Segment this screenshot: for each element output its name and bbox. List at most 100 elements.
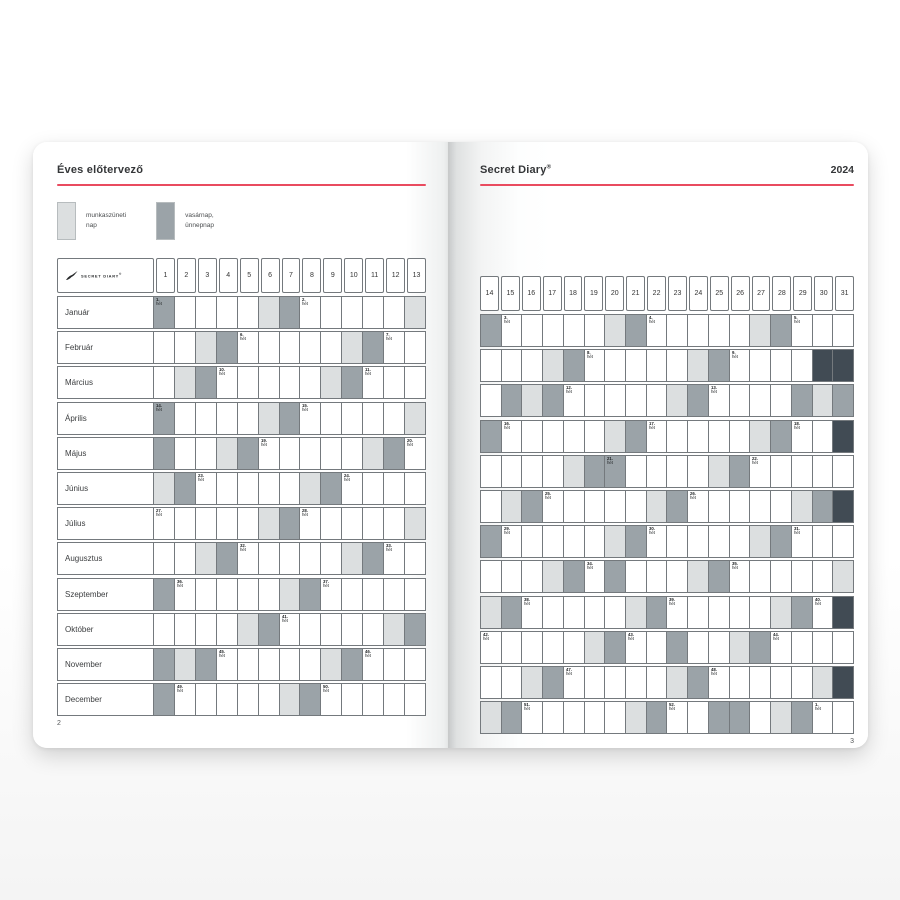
week-suffix: hét [483, 637, 490, 642]
day-cell [278, 401, 301, 435]
day-cell [790, 630, 813, 664]
day-cell [666, 349, 689, 383]
week-label: 31. hét [793, 527, 800, 536]
day-header-22: 22 [647, 276, 667, 311]
week-suffix: hét [648, 320, 655, 325]
day-cell [257, 577, 280, 611]
week-label: 45. hét [218, 649, 225, 659]
day-cell [320, 647, 343, 681]
day-cell [362, 507, 385, 541]
day-cell [749, 665, 772, 699]
day-cell [583, 665, 606, 699]
week-label: 18. hét [793, 421, 800, 431]
day-cell [604, 595, 627, 629]
day-header-31: 31 [835, 276, 855, 311]
page-number-right: 3 [850, 738, 854, 746]
week-suffix: hét [365, 372, 372, 378]
day-cell [811, 419, 834, 453]
day-cell [832, 314, 854, 347]
day-cell [278, 683, 301, 717]
day-cell [404, 683, 426, 717]
week-suffix: hét [156, 302, 163, 307]
month-row-Május: Május 19. hét 20. hét [57, 436, 426, 470]
day-cell [604, 665, 627, 699]
legend-label: munkaszüneti nap [86, 212, 127, 229]
day-cell: 37. hét [320, 577, 343, 611]
day-cell [749, 701, 772, 735]
week-suffix: hét [302, 513, 309, 518]
week-label: 11. hét [365, 368, 372, 378]
month-row-Szeptember: Szeptember 36. hét 37. hét [57, 577, 426, 611]
week-suffix: hét [524, 707, 531, 712]
day-cell [707, 349, 730, 383]
day-cell [687, 560, 709, 594]
day-cell [542, 595, 564, 629]
week-label: 4. hét [648, 316, 655, 325]
day-cell [666, 314, 689, 347]
week-label: 19. hét [260, 438, 267, 448]
logo-cell: SECRET DIARY® [57, 258, 154, 293]
day-cell [770, 454, 792, 488]
day-header-13: 13 [407, 258, 426, 293]
day-cell [770, 525, 792, 559]
day-cell [521, 349, 544, 383]
day-cell: 20. hét [404, 436, 426, 470]
week-label: 34. hét [586, 562, 593, 571]
day-cell [604, 701, 627, 735]
day-cell [832, 419, 854, 453]
day-cell: 19. hét [257, 436, 280, 470]
day-cell: 48. hét [707, 665, 730, 699]
month-row-December: December 49. hét 50. hét [57, 683, 426, 717]
day-cell [707, 454, 730, 488]
day-cell [173, 507, 196, 541]
day-cell [749, 489, 772, 523]
year-planner-table-left: SECRET DIARY® 1 2 3 4 5 6 7 8 9 10 11 12 13 Január 1. hé… [57, 258, 426, 717]
week-label: 14. hét [156, 403, 163, 413]
day-cell [832, 349, 854, 383]
day-cell [770, 560, 792, 594]
day-cell [173, 366, 196, 400]
month-name: Március [57, 366, 154, 400]
day-cell [583, 701, 606, 735]
day-cell [625, 349, 647, 383]
day-cell [790, 489, 813, 523]
day-cell [299, 542, 322, 576]
day-cell [811, 665, 834, 699]
day-cell [645, 560, 668, 594]
day-cell [521, 419, 544, 453]
day-cell [257, 366, 280, 400]
day-cell [341, 366, 364, 400]
day-cell [770, 701, 792, 735]
day-cell [404, 366, 426, 400]
day-cell [215, 331, 238, 365]
day-cell [521, 560, 544, 594]
day-cell [749, 595, 772, 629]
day-cell [521, 314, 544, 347]
day-cell [404, 331, 426, 365]
week-suffix: hét [176, 689, 183, 694]
week-label: 42. hét [483, 632, 490, 642]
day-cell [257, 471, 280, 505]
day-cell [383, 471, 406, 505]
day-cell: 30. hét [645, 525, 668, 559]
day-cell [749, 419, 772, 453]
right-page: Secret Diary® 2024 14 15 16 17 18 19 20 21 22 23 2… [448, 142, 868, 748]
day-cell [666, 560, 689, 594]
week-suffix: hét [503, 425, 510, 431]
day-cell [749, 349, 772, 383]
day-cell [278, 577, 301, 611]
day-header-25: 25 [709, 276, 729, 311]
day-cell [645, 701, 668, 735]
day-cell: 41. hét [278, 612, 301, 646]
day-header-23: 23 [668, 276, 687, 311]
week-suffix: hét [407, 443, 414, 448]
week-suffix: hét [690, 496, 697, 501]
left-page-title: Éves előtervező [57, 164, 144, 176]
day-cell [645, 384, 668, 418]
day-cell [173, 647, 196, 681]
day-cell: 21. hét [604, 454, 627, 488]
day-cell [832, 630, 854, 664]
day-cell [625, 595, 647, 629]
day-cell [583, 384, 606, 418]
day-cell [728, 701, 751, 735]
